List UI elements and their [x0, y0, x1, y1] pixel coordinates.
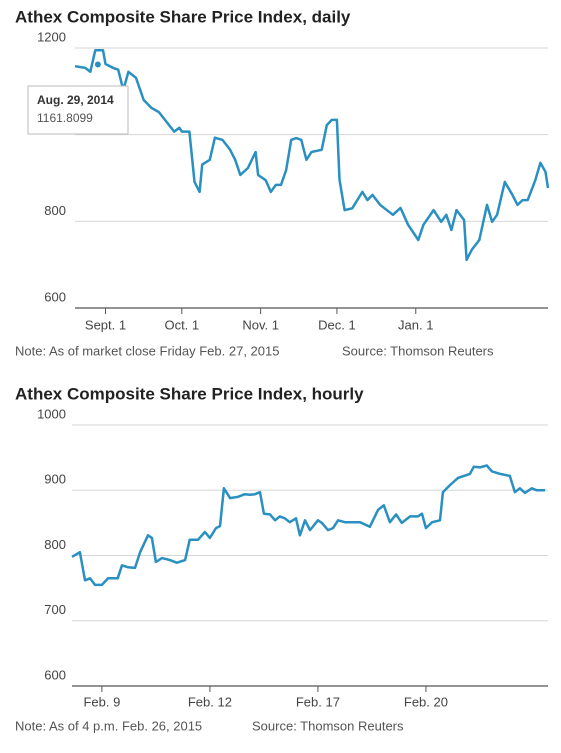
tooltip-label: Aug. 29, 2014: [37, 93, 114, 107]
x-tick-label: Feb. 17: [296, 694, 340, 709]
y-tick-label: 1200: [37, 29, 66, 44]
x-tick-label: Nov. 1: [242, 317, 279, 332]
data-line: [74, 48, 550, 262]
x-tick-label: Sept. 1: [85, 317, 126, 332]
tooltip-value: 1161.8099: [37, 111, 93, 125]
note: Note: As of market close Friday Feb. 27,…: [15, 343, 279, 358]
x-tick-label: Feb. 12: [188, 694, 232, 709]
note: Note: As of 4 p.m. Feb. 26, 2015: [15, 718, 202, 733]
data-line: [71, 464, 546, 587]
x-tick-label: Oct. 1: [164, 317, 199, 332]
tooltip-box: [27, 85, 129, 135]
x-tick-label: Feb. 9: [83, 694, 120, 709]
chart-title: Athex Composite Share Price Index, daily: [15, 7, 351, 26]
chart-title: Athex Composite Share Price Index, hourl…: [15, 384, 364, 403]
y-tick-label: 900: [44, 472, 66, 487]
y-tick-label: 1000: [37, 406, 66, 421]
source: Source: Thomson Reuters: [252, 718, 404, 733]
y-tick-label: 700: [44, 602, 66, 617]
tooltip-point: [94, 61, 101, 68]
y-tick-label: 800: [44, 537, 66, 552]
y-tick-label: 600: [44, 667, 66, 682]
y-tick-label: 600: [44, 289, 66, 304]
source: Source: Thomson Reuters: [342, 343, 494, 358]
x-tick-label: Feb. 20: [404, 694, 448, 709]
x-tick-label: Dec. 1: [318, 317, 356, 332]
x-tick-label: Jan. 1: [398, 317, 433, 332]
y-tick-label: 800: [44, 203, 66, 218]
